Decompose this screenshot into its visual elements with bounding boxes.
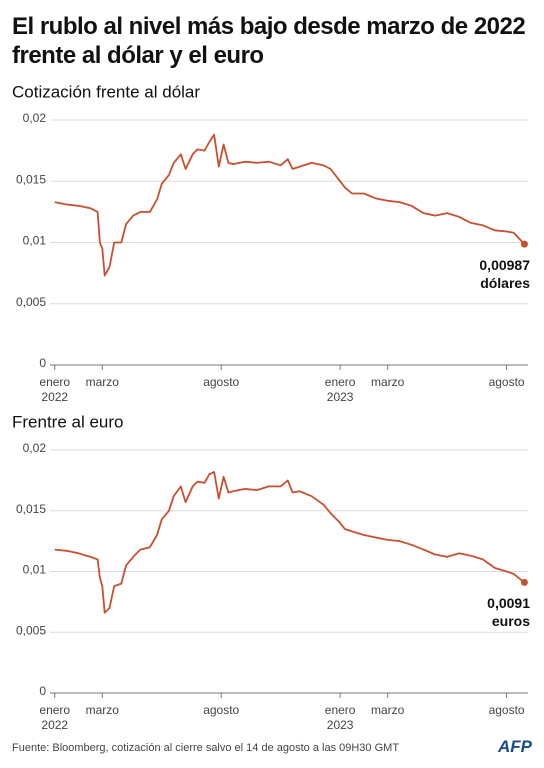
y-tick-label: 0,015 [16,172,46,186]
chart-title: Cotización frente al dólar [12,82,200,101]
x-tick-label: enero 2023 [324,375,356,404]
y-tick-label: 0,02 [23,111,47,125]
x-tick-label: enero 2023 [324,703,356,732]
x-tick-label: agosto [203,375,240,389]
logo: AFP [498,737,532,756]
end-label: dólares [480,275,530,291]
y-tick-label: 0 [39,356,46,370]
end-point [520,240,528,248]
x-tick-label: marzo [85,703,119,717]
y-tick-label: 0,005 [16,623,46,637]
y-tick-label: 0 [39,684,46,698]
x-tick-label: enero 2022 [39,703,71,732]
data-line [54,470,525,614]
y-tick-label: 0,02 [23,441,47,455]
x-tick-label: agosto [488,375,525,389]
x-tick-label: marzo [371,375,405,389]
x-tick-label: agosto [203,703,240,717]
title: El rublo al nivel más bajo desde marzo d… [12,13,526,69]
y-tick-label: 0,01 [23,234,47,248]
y-tick-label: 0,005 [16,295,46,309]
y-tick-label: 0,01 [23,563,47,577]
end-label: 0,0091 [487,595,530,611]
x-tick-label: agosto [488,703,525,717]
chart-title: Frentre al euro [12,412,124,431]
end-label: euros [492,613,530,629]
end-label: 0,00987 [479,257,530,273]
end-point [520,578,528,586]
x-tick-label: marzo [371,703,405,717]
y-tick-label: 0,015 [16,502,46,516]
x-tick-label: marzo [85,375,119,389]
source: Fuente: Bloomberg, cotización al cierre … [12,742,400,754]
x-tick-label: enero 2022 [39,375,71,404]
data-line [54,133,526,277]
